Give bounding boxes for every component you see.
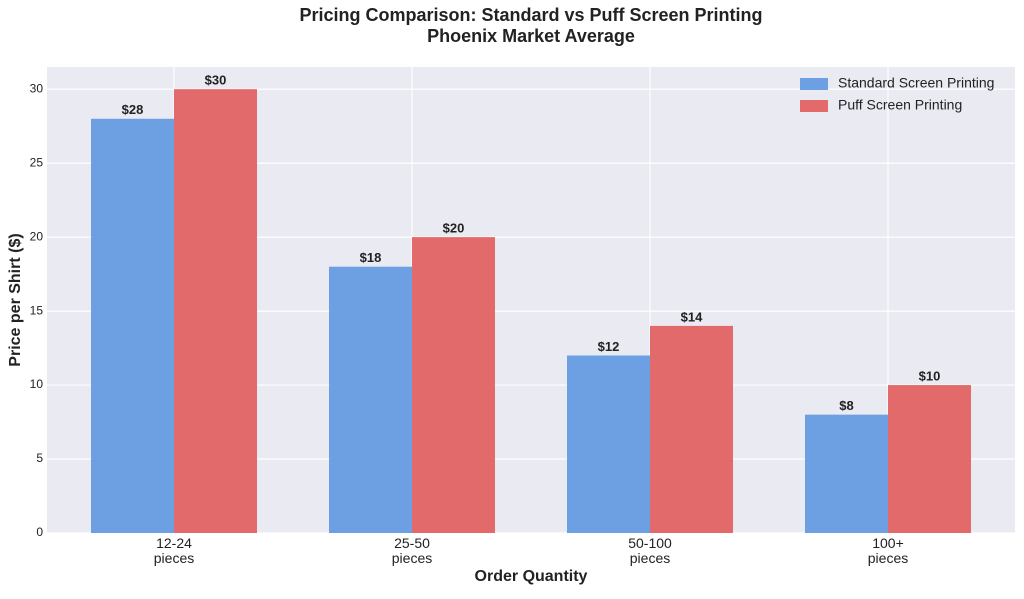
bar [888,385,971,533]
y-tick-label: 0 [36,525,43,539]
y-tick-label: 25 [30,155,44,169]
x-tick-label: 25-50 pieces [391,535,433,566]
bar [91,118,174,534]
bar [412,237,495,533]
y-tick-label: 15 [30,303,44,317]
bar [567,355,650,533]
value-label: $18 [360,250,382,265]
chart-subtitle: Phoenix Market Average [427,26,635,46]
legend-swatch [800,100,828,112]
x-tick-label: 50-100 pieces [628,535,672,566]
value-label: $28 [122,102,144,117]
y-tick-label: 30 [30,81,44,95]
y-tick-label: 10 [30,377,44,391]
bar [329,266,412,533]
chart-title: Pricing Comparison: Standard vs Puff Scr… [299,5,762,25]
x-axis-label: Order Quantity [475,568,588,585]
y-tick-label: 5 [36,451,43,465]
bar [805,414,888,533]
value-label: $8 [839,398,853,413]
legend-label: Standard Screen Printing [838,75,994,91]
x-tick-label: 100+ pieces [867,535,909,566]
y-tick-label: 20 [30,229,44,243]
value-label: $20 [443,221,465,236]
value-label: $14 [681,309,703,324]
value-label: $30 [205,73,227,88]
legend-swatch [800,78,828,90]
bar [650,325,733,533]
legend-label: Puff Screen Printing [838,97,962,113]
y-axis-label: Price per Shirt ($) [7,233,24,366]
value-label: $12 [598,339,620,354]
x-tick-label: 12-24 pieces [153,535,195,566]
value-label: $10 [919,369,941,384]
bar [174,89,257,533]
